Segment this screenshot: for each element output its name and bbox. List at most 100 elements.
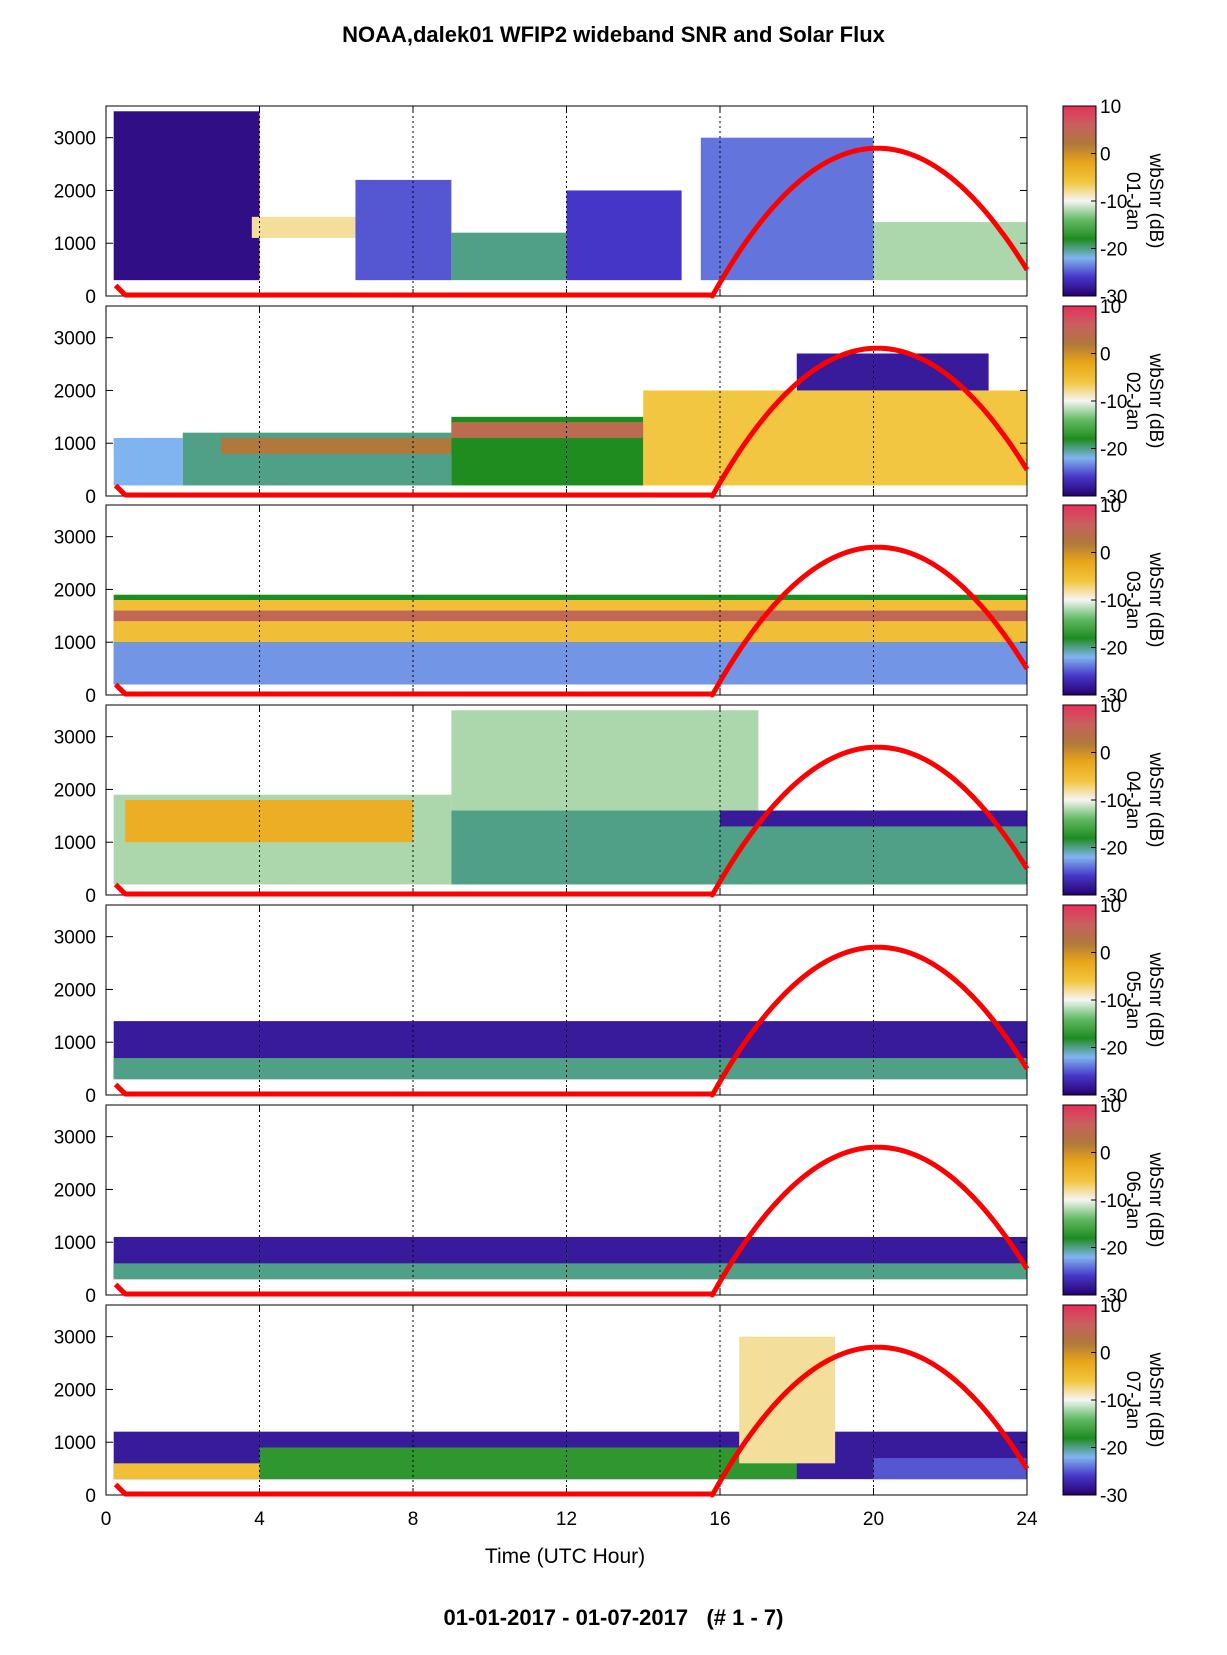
- x-axis-label: Time (UTC Hour): [485, 1545, 645, 1568]
- colorbar-tick-label: -30: [1100, 1486, 1127, 1507]
- snr-cell: [643, 390, 1027, 486]
- colorbar: [1062, 904, 1097, 1096]
- day-label: 06-Jan: [1122, 1171, 1143, 1229]
- colorbar-label: wbSnr (dB): [1145, 551, 1166, 647]
- snr-cell: [873, 1458, 1027, 1480]
- y-tick-label: 1000: [54, 633, 96, 654]
- panel-03-jan: 0 1000 2000 3000 10 0 -10 -20 -30 wbSnr (dB)03-Ja…: [54, 496, 1166, 707]
- panel-02-jan: 0 1000 2000 3000 10 0 -10 -20 -30 wbSnr (dB)02-Ja…: [54, 297, 1166, 508]
- colorbar-tick-label: 10: [1100, 696, 1121, 717]
- colorbar-tick-label: -10: [1100, 991, 1127, 1012]
- panel-06-jan: 0 1000 2000 3000 10 0 -10 -20 -30 wbSnr (dB)06-Ja…: [54, 1096, 1166, 1307]
- solar-flux-line: [113, 1344, 1030, 1498]
- snr-cell: [125, 800, 413, 843]
- y-tick-label: 1000: [54, 833, 96, 854]
- day-label: 02-Jan: [1122, 372, 1143, 430]
- y-tick-label: 3000: [54, 1128, 96, 1149]
- panel-05-jan: 0 1000 2000 3000 10 0 -10 -20 -30 wbSnr (dB)05-Ja…: [54, 896, 1166, 1107]
- panel-04-jan: 0 1000 2000 3000 10 0 -10 -20 -30 wbSnr (dB)04-Ja…: [54, 696, 1166, 907]
- y-tick-label: 2000: [54, 181, 96, 202]
- snr-cell: [451, 422, 644, 438]
- snr-cell: [451, 232, 567, 281]
- colorbar-label: wbSnr (dB): [1145, 152, 1166, 248]
- colorbar-tick-label: -20: [1100, 1239, 1127, 1260]
- snr-cell: [221, 437, 452, 454]
- y-tick-label: 1000: [54, 1033, 96, 1054]
- colorbar-tick-label: 10: [1100, 496, 1121, 517]
- y-tick-label: 2000: [54, 1380, 96, 1401]
- snr-cell: [113, 1463, 260, 1480]
- colorbar-tick-label: 0: [1100, 944, 1111, 965]
- snr-cell: [451, 710, 759, 816]
- panel-01-jan: 0 1000 2000 3000 10 0 -10 -20 -30 wbSnr (dB)01-Ja…: [54, 97, 1166, 308]
- snr-cell: [113, 1058, 1028, 1080]
- colorbar-tick-label: -10: [1100, 392, 1127, 413]
- colorbar-label: wbSnr (dB): [1145, 1351, 1166, 1447]
- colorbar-tick-label: 10: [1100, 1296, 1121, 1317]
- y-tick-label: 0: [85, 686, 96, 707]
- colorbar-label: wbSnr (dB): [1145, 1151, 1166, 1247]
- snr-cell: [113, 642, 1028, 685]
- y-tick-label: 0: [85, 1086, 96, 1107]
- y-tick-label: 2000: [54, 580, 96, 601]
- colorbar-label: wbSnr (dB): [1145, 352, 1166, 448]
- x-tick-label: 12: [556, 1509, 577, 1530]
- y-tick-label: 0: [85, 487, 96, 508]
- y-tick-label: 0: [85, 1486, 96, 1507]
- colorbar: [1062, 504, 1097, 696]
- snr-cell: [700, 137, 874, 281]
- day-label: 04-Jan: [1122, 771, 1143, 829]
- colorbar-label: wbSnr (dB): [1145, 751, 1166, 847]
- snr-cell: [113, 610, 1028, 622]
- colorbar-tick-label: 0: [1100, 744, 1111, 765]
- colorbar-tick-label: -20: [1100, 440, 1127, 461]
- x-tick-label: 24: [1016, 1509, 1038, 1530]
- colorbar: [1062, 1104, 1097, 1296]
- y-tick-label: 2000: [54, 381, 96, 402]
- colorbar-tick-label: -30: [1100, 1086, 1127, 1107]
- solar-flux-line: [113, 744, 1030, 898]
- y-tick-label: 3000: [54, 1328, 96, 1349]
- y-tick-label: 0: [85, 287, 96, 308]
- x-tick-label: 8: [408, 1509, 419, 1530]
- snr-cell: [720, 810, 1027, 827]
- colorbar-tick-label: -20: [1100, 240, 1127, 261]
- colorbar-tick-label: 10: [1100, 896, 1121, 917]
- solar-flux-line: [113, 1144, 1030, 1298]
- solar-flux-line: [113, 944, 1030, 1098]
- snr-cell: [251, 216, 356, 238]
- y-tick-label: 0: [85, 1286, 96, 1307]
- snr-cell: [113, 111, 260, 281]
- colorbar: [1062, 305, 1097, 497]
- x-tick-label: 4: [254, 1509, 265, 1530]
- snr-cell: [873, 222, 1027, 281]
- colorbar-tick-label: -10: [1100, 591, 1127, 612]
- colorbar-tick-label: 0: [1100, 145, 1111, 166]
- colorbar-tick-label: -10: [1100, 1191, 1127, 1212]
- snr-cell: [739, 1336, 836, 1464]
- colorbar-tick-label: -10: [1100, 791, 1127, 812]
- colorbar-tick-label: 10: [1100, 1096, 1121, 1117]
- colorbar-tick-label: 10: [1100, 97, 1121, 118]
- colorbar-tick-label: -30: [1100, 487, 1127, 508]
- colorbar-tick-label: -30: [1100, 287, 1127, 308]
- y-tick-label: 3000: [54, 728, 96, 749]
- y-tick-label: 3000: [54, 928, 96, 949]
- date-range-footer: 01-01-2017 - 01-07-2017 (# 1 - 7): [443, 1605, 784, 1630]
- colorbar-tick-label: -20: [1100, 839, 1127, 860]
- chart-title: NOAA,dalek01 WFIP2 wideband SNR and Sola…: [342, 22, 885, 47]
- y-tick-label: 3000: [54, 528, 96, 549]
- x-tick-label: 16: [709, 1509, 730, 1530]
- snr-cell: [566, 190, 682, 281]
- y-tick-label: 1000: [54, 1433, 96, 1454]
- colorbar-label: wbSnr (dB): [1145, 951, 1166, 1047]
- colorbar-tick-label: -10: [1100, 192, 1127, 213]
- colorbar-tick-label: -30: [1100, 1286, 1127, 1307]
- y-tick-label: 2000: [54, 780, 96, 801]
- snr-cell: [259, 1447, 797, 1480]
- colorbar-tick-label: 0: [1100, 345, 1111, 366]
- y-tick-label: 1000: [54, 434, 96, 455]
- colorbar: [1062, 1304, 1097, 1496]
- colorbar-tick-label: 10: [1100, 297, 1121, 318]
